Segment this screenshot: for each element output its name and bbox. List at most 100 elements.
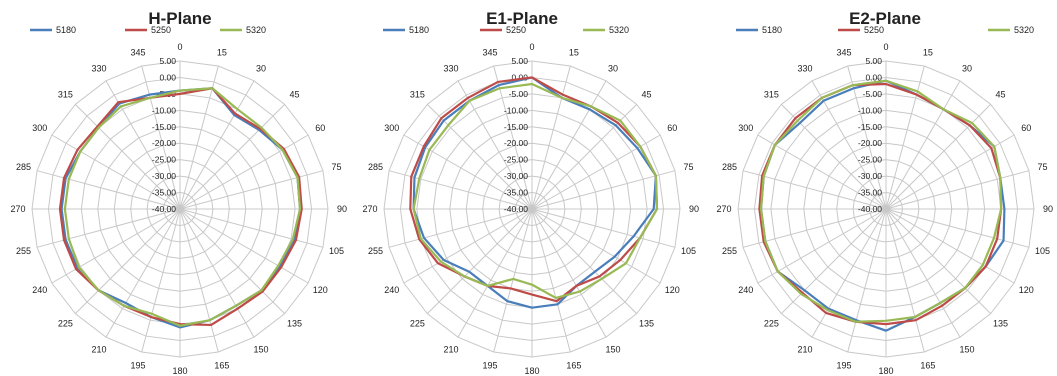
chart-title: H-Plane xyxy=(148,9,211,28)
grid-spoke xyxy=(74,208,181,315)
grid-spoke xyxy=(105,208,181,338)
radial-tick-label: -10.00 xyxy=(858,105,882,115)
angle-label: 90 xyxy=(337,204,347,214)
angle-label: 285 xyxy=(16,162,31,172)
angle-label: 240 xyxy=(384,285,399,295)
chart-title: E1-Plane xyxy=(486,9,558,28)
grid-spoke xyxy=(742,170,887,210)
angle-label: 0 xyxy=(883,42,888,52)
angle-label: 225 xyxy=(764,319,779,329)
angle-label: 210 xyxy=(797,344,812,354)
grid-spoke xyxy=(780,208,887,315)
angle-label: 135 xyxy=(639,319,654,329)
grid-spoke xyxy=(531,208,607,338)
radial-tick-label: -20.00 xyxy=(858,138,882,148)
polar-chart-3: 5.00 0.00 -5.00 -10.00 -15.00 -20.00 -25.00 -30… xyxy=(716,9,1053,376)
angle-label: 240 xyxy=(738,285,753,295)
series-line-5320 xyxy=(63,87,302,327)
grid-spoke xyxy=(141,65,181,210)
grid-spoke xyxy=(885,134,1015,210)
radial-tick-label: 5.00 xyxy=(511,56,528,66)
grid-spoke xyxy=(457,208,533,338)
grid-spoke xyxy=(36,208,181,248)
angle-label: 255 xyxy=(722,246,737,256)
angle-label: 180 xyxy=(524,366,539,376)
grid-spoke xyxy=(426,208,533,315)
grid-spoke xyxy=(885,208,925,353)
grid-spoke xyxy=(179,208,255,338)
grid-spoke xyxy=(885,65,925,210)
angle-label: 30 xyxy=(608,64,618,74)
angle-label: 45 xyxy=(290,89,300,99)
radial-tick-label: -40.00 xyxy=(858,204,882,214)
radial-tick-label: -40.00 xyxy=(504,204,528,214)
grid-spoke xyxy=(885,103,992,210)
angle-label: 150 xyxy=(959,344,974,354)
radial-tick-label: 0.00 xyxy=(159,72,176,82)
angle-label: 240 xyxy=(32,285,47,295)
legend-label: 5320 xyxy=(1014,25,1034,35)
series-line-5180 xyxy=(412,76,657,309)
grid-spoke xyxy=(847,208,887,353)
grid-spoke xyxy=(885,208,1030,248)
angle-label: 285 xyxy=(722,162,737,172)
angle-label: 315 xyxy=(58,89,73,99)
angle-label: 60 xyxy=(315,123,325,133)
grid-spoke xyxy=(426,103,533,210)
angle-label: 165 xyxy=(214,360,229,370)
angle-label: 225 xyxy=(410,319,425,329)
radial-tick-label: 0.00 xyxy=(865,72,882,82)
grid-spoke xyxy=(811,208,887,338)
angle-label: 210 xyxy=(91,344,106,354)
angle-label: 330 xyxy=(443,64,458,74)
legend-label: 5180 xyxy=(409,25,429,35)
angle-label: 60 xyxy=(667,123,677,133)
angle-label: 135 xyxy=(993,319,1008,329)
angle-label: 285 xyxy=(368,162,383,172)
angle-label: 180 xyxy=(172,366,187,376)
angle-label: 345 xyxy=(131,48,146,58)
angle-label: 15 xyxy=(923,48,933,58)
angle-label: 255 xyxy=(368,246,383,256)
grid-spoke xyxy=(51,134,181,210)
angle-label: 135 xyxy=(287,319,302,329)
angle-label: 120 xyxy=(313,285,328,295)
angle-label: 90 xyxy=(689,204,699,214)
radial-tick-label: -15.00 xyxy=(504,122,528,132)
angle-label: 30 xyxy=(256,64,266,74)
angle-label: 225 xyxy=(58,319,73,329)
angle-label: 165 xyxy=(566,360,581,370)
grid-spoke xyxy=(885,208,961,338)
angle-label: 210 xyxy=(443,344,458,354)
radial-tick-label: -30.00 xyxy=(152,171,176,181)
grid-spoke xyxy=(811,80,887,210)
angle-label: 120 xyxy=(1019,285,1034,295)
series-line-5250 xyxy=(58,87,303,327)
angle-label: 315 xyxy=(764,89,779,99)
grid-spoke xyxy=(885,208,1015,284)
angle-label: 255 xyxy=(16,246,31,256)
legend-label: 5180 xyxy=(762,25,782,35)
angle-label: 15 xyxy=(217,48,227,58)
radial-tick-label: -20.00 xyxy=(504,138,528,148)
grid-spoke xyxy=(493,65,533,210)
radial-tick-label: -35.00 xyxy=(504,188,528,198)
grid-spoke xyxy=(531,208,638,315)
radial-tick-label: -5.00 xyxy=(863,89,883,99)
legend-label: 5250 xyxy=(506,25,526,35)
grid-spoke xyxy=(179,208,309,284)
angle-label: 330 xyxy=(91,64,106,74)
angle-label: 30 xyxy=(962,64,972,74)
grid-spoke xyxy=(74,103,181,210)
angle-label: 75 xyxy=(683,162,693,172)
radial-tick-label: -40.00 xyxy=(152,204,176,214)
grid-spoke xyxy=(179,208,286,315)
grid-spoke xyxy=(51,208,181,284)
grid-spoke xyxy=(388,208,533,248)
angle-label: 270 xyxy=(362,204,377,214)
grid-spoke xyxy=(531,208,661,284)
grid-spoke xyxy=(757,134,887,210)
radial-tick-label: -25.00 xyxy=(504,155,528,165)
angle-label: 150 xyxy=(605,344,620,354)
